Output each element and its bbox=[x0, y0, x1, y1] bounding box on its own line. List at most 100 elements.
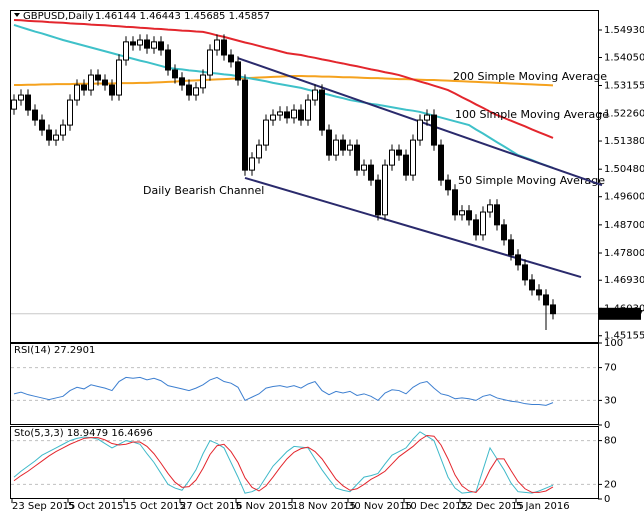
candle-body bbox=[368, 164, 374, 181]
y-tick-label: 1.54930 bbox=[604, 25, 644, 36]
y-tick-label: 70 bbox=[604, 363, 617, 374]
candle-body bbox=[347, 144, 353, 151]
candle-body bbox=[305, 99, 311, 121]
y-tick-label: 1.45155 bbox=[604, 331, 644, 342]
candle-body bbox=[417, 119, 423, 141]
candle-body bbox=[361, 164, 367, 171]
x-tick-label: 6 Nov 2015 bbox=[236, 501, 294, 511]
candle-body bbox=[25, 94, 31, 111]
candle-body bbox=[487, 204, 493, 213]
sto-title: Sto(5,3,3) 18.9479 16.4696 bbox=[14, 428, 153, 439]
symbol-menu-icon bbox=[14, 13, 20, 17]
y-tick-label: 1.48700 bbox=[604, 220, 644, 231]
candle-body bbox=[172, 69, 178, 79]
candle-body bbox=[214, 39, 220, 51]
candle-body bbox=[522, 264, 528, 281]
x-tick-label: 5 Oct 2015 bbox=[68, 501, 123, 511]
candle-body bbox=[473, 219, 479, 236]
candle-body bbox=[200, 74, 206, 89]
candle-body bbox=[60, 124, 66, 136]
candle-body bbox=[508, 239, 514, 256]
symbol-title: GBPUSD,Daily bbox=[23, 11, 94, 22]
candle-body bbox=[375, 179, 381, 216]
y-tick-label: 1.52260 bbox=[604, 109, 644, 120]
candle-body bbox=[256, 144, 262, 159]
candle-body bbox=[39, 119, 45, 131]
x-tick-label: 5 Jan 2016 bbox=[516, 501, 570, 511]
candle-body bbox=[186, 84, 192, 96]
y-tick-label: 1.47800 bbox=[604, 248, 644, 259]
candle-body bbox=[431, 114, 437, 146]
candle-body bbox=[466, 210, 472, 221]
price-panel bbox=[10, 10, 599, 343]
sto-panel bbox=[10, 426, 599, 499]
candle-body bbox=[193, 87, 199, 96]
y-tick-label: 20 bbox=[604, 479, 617, 490]
candle-body bbox=[459, 210, 465, 216]
candle-body bbox=[242, 79, 248, 171]
candle-body bbox=[543, 294, 549, 306]
x-tick-label: 15 Oct 2015 bbox=[124, 501, 186, 511]
ohlc-label: 1.46144 1.46443 1.45685 1.45857 bbox=[95, 11, 270, 22]
channel-label: Daily Bearish Channel bbox=[143, 184, 264, 197]
x-tick-label: 23 Sep 2015 bbox=[12, 501, 75, 511]
candle-body bbox=[263, 119, 269, 146]
candle-body bbox=[102, 79, 108, 86]
candle-body bbox=[144, 39, 150, 49]
x-tick-label: 27 Oct 2015 bbox=[180, 501, 242, 511]
candle-body bbox=[298, 109, 304, 121]
y-tick-label: 1.51380 bbox=[604, 136, 644, 147]
candle-body bbox=[179, 77, 185, 86]
candle-body bbox=[74, 84, 80, 101]
candle-body bbox=[438, 144, 444, 181]
candle-body bbox=[494, 204, 500, 226]
x-tick-label: 10 Dec 2015 bbox=[404, 501, 468, 511]
candle-body bbox=[11, 99, 17, 110]
candle-body bbox=[116, 59, 122, 96]
candle-body bbox=[123, 41, 129, 61]
candle-body bbox=[32, 109, 38, 121]
candle-body bbox=[137, 39, 143, 46]
candle-body bbox=[529, 279, 535, 291]
y-tick-label: 0 bbox=[604, 494, 610, 505]
candle-body bbox=[270, 114, 276, 121]
y-tick-label: 80 bbox=[604, 436, 617, 447]
candle-body bbox=[165, 49, 171, 71]
candle-body bbox=[326, 129, 332, 156]
candle-body bbox=[277, 111, 283, 116]
candle-body bbox=[340, 139, 346, 151]
candle-body bbox=[403, 154, 409, 176]
candle-body bbox=[291, 109, 297, 119]
candle-body bbox=[333, 139, 339, 156]
series-line bbox=[13, 431, 554, 494]
candle-body bbox=[536, 289, 542, 296]
candle-body bbox=[550, 304, 556, 315]
candle-body bbox=[480, 211, 486, 236]
series-line bbox=[13, 434, 554, 493]
y-tick-label: 1.50480 bbox=[604, 164, 644, 175]
y-tick-label: 1.46930 bbox=[604, 275, 644, 286]
y-tick-label: 1.54050 bbox=[604, 53, 644, 64]
candle-body bbox=[410, 139, 416, 176]
candle-body bbox=[158, 41, 164, 51]
y-tick-label: 1.49600 bbox=[604, 192, 644, 203]
candle-body bbox=[249, 157, 255, 171]
y-tick-label: 0 bbox=[604, 420, 610, 431]
candle-body bbox=[319, 89, 325, 131]
candle-body bbox=[151, 41, 157, 49]
current-price-label: 1.45857 bbox=[602, 309, 643, 320]
candle-body bbox=[46, 129, 52, 141]
y-tick-label: 100 bbox=[604, 338, 623, 349]
x-tick-label: 30 Nov 2015 bbox=[348, 501, 412, 511]
current-price-box bbox=[599, 307, 641, 320]
candle-body bbox=[18, 94, 24, 101]
candle-body bbox=[501, 224, 507, 241]
candle-body bbox=[109, 84, 115, 96]
y-tick-label: 1.53155 bbox=[604, 81, 644, 92]
candle-body bbox=[354, 144, 360, 171]
series-label: 200 Simple Moving Average bbox=[453, 70, 607, 83]
candle-body bbox=[389, 149, 395, 166]
candle-body bbox=[382, 164, 388, 216]
x-tick-label: 22 Dec 2015 bbox=[460, 501, 524, 511]
